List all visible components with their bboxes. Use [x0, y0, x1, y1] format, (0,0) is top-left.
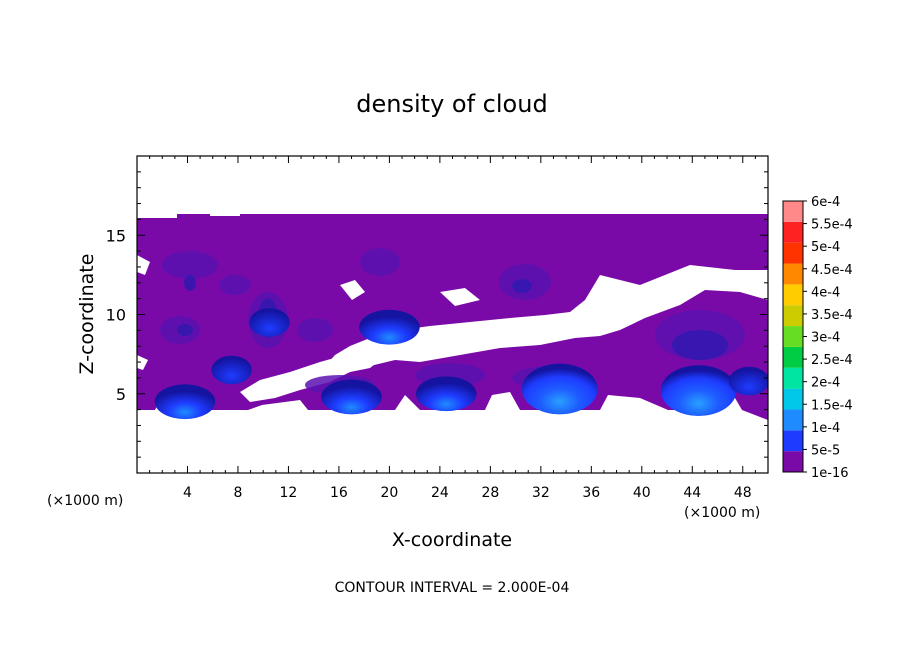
cloud-core-2 — [249, 308, 290, 337]
structure-13 — [184, 275, 196, 291]
colorbar-band-11 — [783, 221, 803, 243]
structure-14 — [512, 279, 532, 293]
colorbar-band-9 — [783, 263, 803, 285]
colorbar-band-8 — [783, 284, 803, 306]
clear-gap-top-2 — [210, 212, 240, 216]
colorbar-band-10 — [783, 242, 803, 264]
y-tick-label-1: 10 — [106, 306, 126, 325]
x-unit-label-right: (×1000 m) — [684, 505, 760, 521]
structure-16 — [177, 324, 193, 336]
clear-patch-3 — [640, 284, 672, 302]
clear-patch-2 — [440, 288, 480, 306]
colorbar-label-6: 3e-4 — [811, 331, 840, 346]
cloud-core-8 — [728, 366, 768, 396]
x-tick-label-11: 48 — [734, 485, 752, 501]
structure-5 — [360, 248, 400, 276]
x-tick-label-1: 8 — [233, 485, 242, 501]
x-tick-label-4: 20 — [380, 485, 398, 501]
colorbar: 1e-16 5e-5 1e-4 1.5e-4 2e-4 2.5e-4 3e-4 3.5e-4 4… — [782, 195, 853, 481]
cloud-core-6 — [521, 363, 598, 415]
colorbar-label-7: 3.5e-4 — [811, 308, 853, 323]
colorbar-label-4: 2e-4 — [811, 376, 840, 391]
clear-band-lower — [240, 348, 380, 402]
y-tick-label-0: 5 — [116, 385, 126, 404]
colorbar-label-0: 1e-16 — [811, 466, 849, 481]
colorbar-band-3 — [783, 388, 803, 410]
colorbar-label-3: 1.5e-4 — [811, 398, 853, 413]
x-tick-label-7: 32 — [532, 485, 550, 501]
x-tick-label-0: 4 — [183, 485, 192, 501]
cloud-core-4 — [359, 309, 420, 345]
colorbar-band-7 — [783, 305, 803, 327]
cloud-core-3 — [321, 379, 382, 415]
chart-title: density of cloud — [356, 90, 547, 118]
clear-patch-5 — [137, 355, 148, 370]
colorbar-band-1 — [783, 430, 803, 452]
clear-patch-4 — [137, 255, 150, 275]
x-unit-label-left: (×1000 m) — [47, 493, 123, 509]
x-tick-label-2: 12 — [280, 485, 298, 501]
x-tick-label-8: 36 — [582, 485, 600, 501]
colorbar-band-0 — [783, 451, 803, 472]
contour-interval-note: CONTOUR INTERVAL = 2.000E-04 — [335, 580, 570, 596]
cloud-core-1 — [211, 355, 252, 385]
colorbar-band-2 — [783, 409, 803, 431]
cloud-field — [137, 212, 768, 420]
colorbar-band-12 — [783, 201, 803, 222]
colorbar-label-5: 2.5e-4 — [811, 353, 853, 368]
structure-2 — [219, 275, 251, 295]
x-tick-label-6: 28 — [481, 485, 499, 501]
colorbar-label-10: 5e-4 — [811, 240, 840, 255]
structure-15 — [672, 330, 728, 360]
cloud-core-7 — [660, 365, 737, 416]
cloud-core-0 — [154, 384, 216, 420]
x-tick-label-10: 44 — [683, 485, 701, 501]
colorbar-label-8: 4e-4 — [811, 285, 840, 300]
colorbar-label-2: 1e-4 — [811, 421, 840, 436]
y-axis-label: Z-coordinate — [76, 254, 98, 375]
colorbar-band-4 — [783, 367, 803, 389]
clear-patch-1 — [340, 280, 365, 300]
colorbar-label-12: 6e-4 — [811, 195, 840, 210]
x-tick-label-9: 40 — [633, 485, 651, 501]
x-tick-label-5: 24 — [431, 485, 449, 501]
clear-gap-top — [137, 214, 177, 218]
colorbar-band-5 — [783, 346, 803, 368]
colorbar-label-1: 5e-5 — [811, 443, 840, 458]
colorbar-label-9: 4.5e-4 — [811, 263, 853, 278]
colorbar-label-11: 5.5e-4 — [811, 218, 853, 233]
cloud-layer — [137, 214, 768, 420]
y-tick-label-2: 15 — [106, 226, 126, 245]
cloud-core-5 — [415, 376, 477, 412]
colorbar-band-6 — [783, 326, 803, 347]
x-axis-label: X-coordinate — [392, 529, 512, 551]
structure-1 — [162, 251, 218, 279]
x-tick-label-3: 16 — [330, 485, 348, 501]
structure-4 — [297, 318, 333, 342]
